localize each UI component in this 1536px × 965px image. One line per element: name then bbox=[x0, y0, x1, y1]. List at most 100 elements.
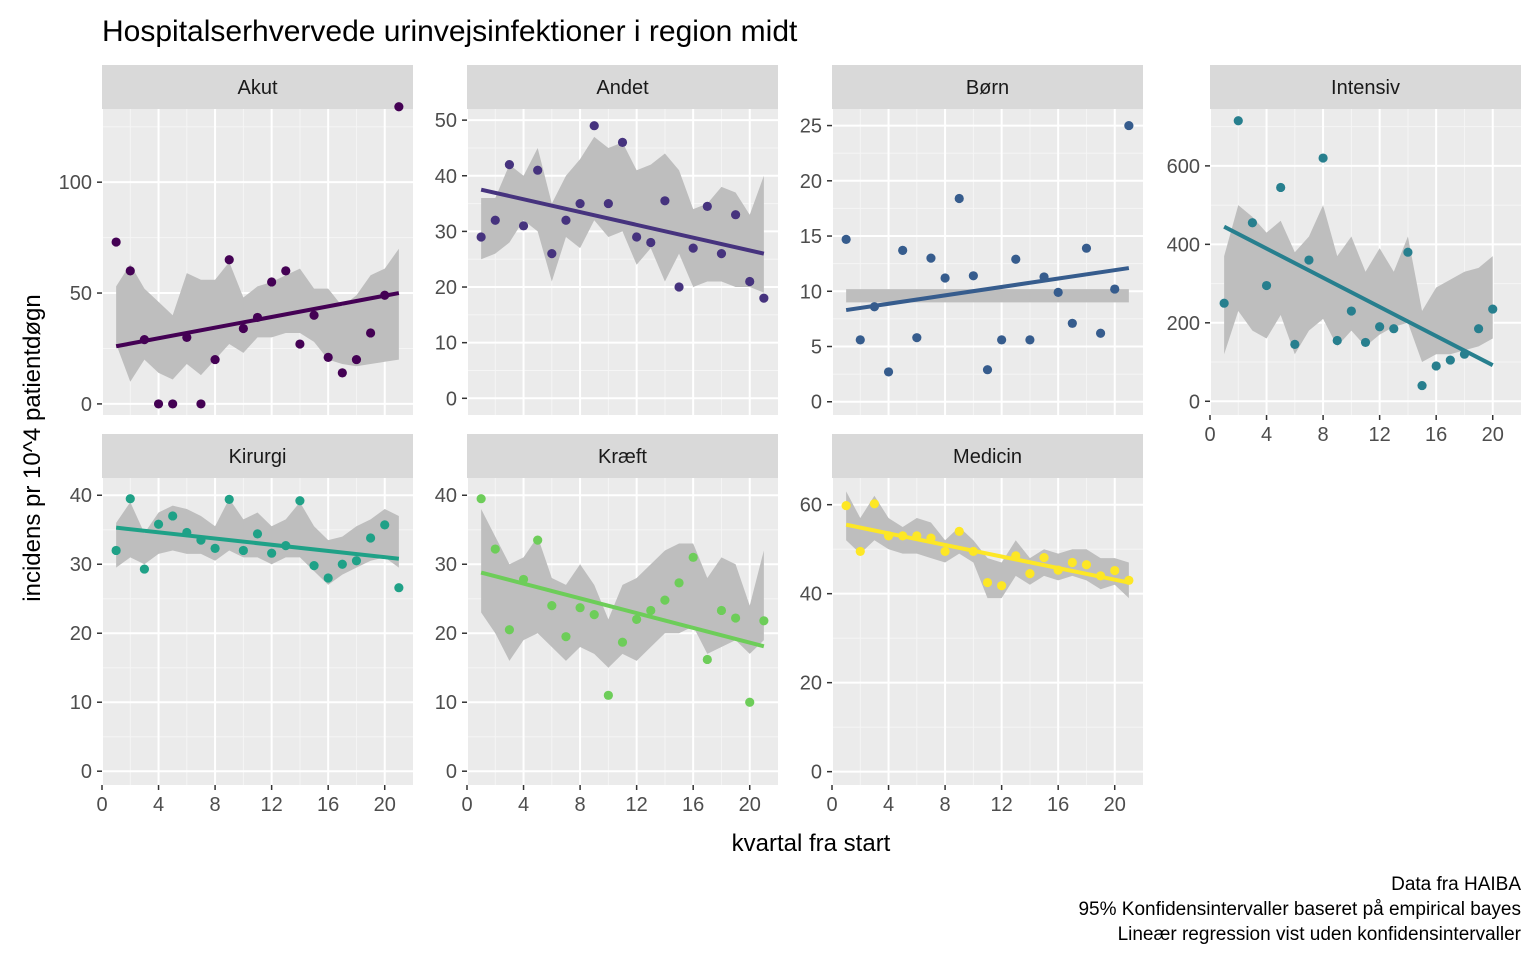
data-point bbox=[337, 368, 347, 378]
data-point bbox=[295, 339, 305, 349]
data-point bbox=[182, 527, 192, 538]
data-point bbox=[309, 561, 319, 571]
data-point bbox=[912, 531, 922, 541]
data-point bbox=[997, 581, 1007, 591]
data-point bbox=[1095, 571, 1106, 581]
data-point bbox=[1110, 565, 1120, 576]
data-point bbox=[394, 583, 404, 593]
confidence-band bbox=[1224, 205, 1493, 363]
data-point bbox=[238, 323, 248, 334]
data-point bbox=[125, 266, 135, 276]
y-tick-label: 20 bbox=[800, 171, 822, 193]
data-point bbox=[504, 160, 515, 170]
data-point bbox=[926, 533, 936, 543]
y-tick-label: 20 bbox=[435, 623, 457, 645]
facet-andet: Andet 0 10 20 30 40 50 bbox=[435, 65, 778, 415]
facet-strip-label: Børn bbox=[966, 77, 1009, 99]
y-tick-label: 10 bbox=[70, 692, 92, 714]
data-point bbox=[1318, 153, 1328, 163]
data-point bbox=[111, 237, 121, 247]
data-point bbox=[575, 198, 585, 209]
regression-line bbox=[480, 570, 765, 649]
data-point bbox=[1233, 116, 1243, 126]
facet-børn: Børn 0 5 10 15 20 25 bbox=[800, 65, 1143, 415]
chart-title: Hospitalserhvervede urinvejsinfektioner … bbox=[102, 15, 798, 48]
data-point bbox=[898, 245, 908, 256]
data-point bbox=[351, 354, 362, 365]
y-tick-label: 50 bbox=[70, 283, 92, 305]
data-point bbox=[730, 613, 741, 623]
data-point bbox=[1081, 243, 1092, 253]
confidence-band bbox=[481, 509, 764, 668]
facet-strip-label: Akut bbox=[237, 77, 277, 99]
data-point bbox=[323, 352, 333, 362]
y-tick-label: 30 bbox=[435, 554, 457, 576]
x-tick-label: 20 bbox=[1482, 424, 1504, 446]
data-point bbox=[1261, 280, 1272, 291]
y-tick-label: 10 bbox=[800, 281, 822, 303]
y-tick-label: 0 bbox=[811, 762, 822, 784]
y-tick-label: 0 bbox=[811, 392, 822, 414]
data-point bbox=[168, 511, 178, 521]
data-point bbox=[1346, 306, 1356, 316]
y-tick-label: 0 bbox=[81, 394, 92, 416]
y-axis-title: incidens pr 10^4 patientdøgn bbox=[19, 294, 46, 601]
y-tick-label: 40 bbox=[800, 584, 822, 606]
facet-strip bbox=[102, 65, 413, 109]
data-point bbox=[982, 577, 993, 588]
data-point bbox=[1025, 569, 1035, 579]
y-tick-label: 25 bbox=[800, 116, 822, 138]
data-point bbox=[1025, 335, 1035, 345]
y-tick-label: 400 bbox=[1167, 234, 1200, 256]
caption-line-3: Lineær regression vist uden konfidensint… bbox=[1118, 924, 1522, 945]
y-tick-label: 40 bbox=[70, 485, 92, 507]
x-tick-label: 8 bbox=[575, 794, 586, 816]
data-point bbox=[394, 102, 404, 112]
data-point bbox=[224, 494, 234, 504]
data-point bbox=[968, 546, 978, 557]
data-point bbox=[365, 533, 376, 543]
y-tick-label: 20 bbox=[70, 623, 92, 645]
data-point bbox=[168, 399, 178, 409]
data-point bbox=[869, 499, 880, 509]
data-point bbox=[281, 266, 291, 276]
data-point bbox=[617, 637, 628, 647]
data-point bbox=[646, 605, 656, 616]
data-point bbox=[759, 293, 769, 303]
data-point bbox=[196, 535, 206, 545]
data-point bbox=[1290, 339, 1300, 349]
x-tick-label: 4 bbox=[1261, 424, 1272, 446]
data-point bbox=[111, 545, 121, 556]
data-point bbox=[561, 215, 571, 225]
facet-strip bbox=[467, 434, 778, 478]
y-tick-label: 200 bbox=[1167, 313, 1200, 335]
x-tick-label: 0 bbox=[461, 794, 472, 816]
data-point bbox=[210, 543, 220, 553]
x-tick-label: 16 bbox=[317, 794, 339, 816]
data-point bbox=[561, 632, 571, 642]
data-point bbox=[380, 290, 390, 300]
data-point bbox=[883, 367, 894, 377]
facet-strip-label: Medicin bbox=[953, 446, 1022, 468]
data-point bbox=[153, 519, 164, 529]
data-point bbox=[323, 573, 333, 583]
y-tick-label: 5 bbox=[811, 337, 822, 359]
data-point bbox=[702, 201, 712, 211]
data-point bbox=[1459, 349, 1470, 359]
data-point bbox=[1403, 247, 1413, 257]
data-point bbox=[1431, 361, 1441, 371]
data-point bbox=[603, 690, 613, 700]
y-tick-label: 0 bbox=[1189, 391, 1200, 413]
x-tick-label: 16 bbox=[1047, 794, 1069, 816]
data-point bbox=[1081, 560, 1092, 570]
data-point bbox=[841, 500, 851, 511]
data-point bbox=[632, 614, 642, 625]
x-tick-label: 16 bbox=[1425, 424, 1447, 446]
data-point bbox=[940, 546, 950, 557]
data-point bbox=[841, 234, 851, 244]
x-tick-label: 12 bbox=[991, 794, 1013, 816]
data-point bbox=[1417, 380, 1427, 391]
data-point bbox=[1067, 557, 1077, 568]
